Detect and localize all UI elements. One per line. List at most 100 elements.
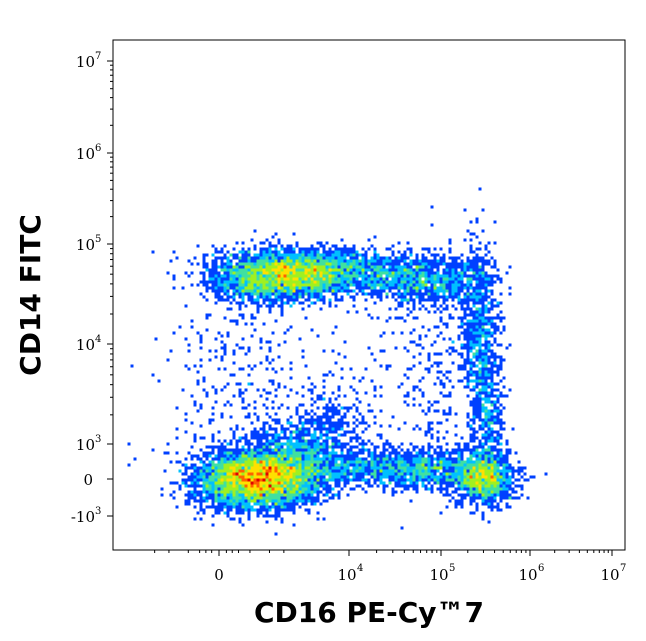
density-cell [445,478,449,482]
density-cell [187,466,191,470]
density-cell [322,475,326,479]
density-cell [445,412,449,416]
density-cell [385,295,389,299]
density-cell [478,187,482,191]
density-cell [469,364,473,368]
density-cell [427,286,431,290]
density-cell [268,253,272,257]
density-cell [361,274,365,278]
density-cell [379,451,383,455]
density-cell [430,268,434,272]
density-cell [478,301,482,305]
density-cell [439,295,443,299]
density-cell [415,475,419,479]
density-cell [487,331,491,335]
density-cell [325,484,329,488]
density-cell [244,304,248,308]
density-cell [196,409,200,413]
density-cell [493,418,497,422]
density-cell [235,463,239,467]
density-cell [310,436,314,440]
density-cell [169,460,173,464]
density-cell [319,502,323,506]
density-cell [499,418,503,422]
density-cell [433,304,437,308]
density-cell [343,412,347,416]
density-cell [283,295,287,299]
density-cell [334,271,338,275]
density-cell [424,472,428,476]
density-cell [304,427,308,431]
density-cell [478,496,482,500]
density-cell [388,289,392,293]
density-cell [493,439,497,443]
density-cell [490,280,494,284]
density-cell [277,457,281,461]
density-cell [268,361,272,365]
density-cell [481,373,485,377]
density-cell [376,268,380,272]
density-cell [475,472,479,476]
density-cell [355,451,359,455]
density-cell [496,430,500,434]
density-cell [430,445,434,449]
density-cell [256,283,260,287]
density-cell [202,379,206,383]
density-cell [208,472,212,476]
density-cell [211,262,215,266]
density-cell [478,379,482,383]
density-cell [325,286,329,290]
density-cell [268,277,272,281]
density-cell [409,271,413,275]
density-cell [391,457,395,461]
density-cell [199,517,203,521]
density-cell [340,259,344,263]
density-cell [457,286,461,290]
density-cell [466,322,470,326]
density-cell [454,271,458,275]
density-cell [244,490,248,494]
density-cell [331,424,335,428]
density-cell [451,256,455,260]
density-cell [127,442,131,446]
density-cell [406,454,410,458]
density-cell [265,238,269,242]
density-cell [418,457,422,461]
density-cell [235,262,239,266]
density-cell [295,406,299,410]
density-cell [427,454,431,458]
density-cell [364,265,368,269]
density-cell [436,274,440,278]
density-cell [316,484,320,488]
density-cell [328,301,332,305]
density-cell [445,418,449,422]
density-cell [220,448,224,452]
density-cell [442,454,446,458]
density-cell [484,448,488,452]
density-cell [376,484,380,488]
density-cell [469,484,473,488]
density-cell [466,358,470,362]
density-cell [397,385,401,389]
density-cell [340,289,344,293]
density-cell [469,232,473,236]
density-cell [226,307,230,311]
density-cell [448,292,452,296]
density-cell [298,262,302,266]
density-cell [226,289,230,293]
density-cell [457,454,461,458]
density-cell [487,418,491,422]
density-cell [433,478,437,482]
density-cell [460,472,464,476]
density-cell [220,499,224,503]
density-cell [289,478,293,482]
density-cell [274,511,278,515]
density-cell [391,469,395,473]
density-cell [322,250,326,254]
density-cell [352,451,356,455]
density-cell [232,352,236,356]
density-cell [220,478,224,482]
density-cell [259,265,263,269]
density-cell [316,463,320,467]
density-cell [238,478,242,482]
